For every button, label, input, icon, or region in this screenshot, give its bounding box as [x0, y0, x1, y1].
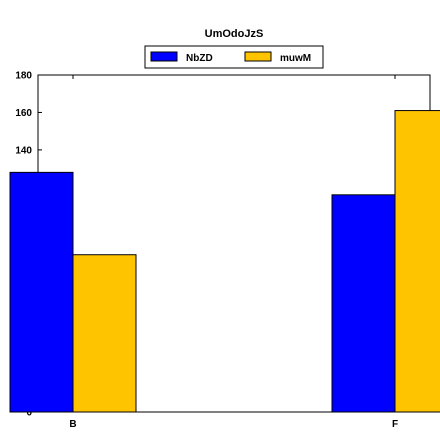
- legend-label-nbzd: NbZD: [186, 53, 213, 64]
- bar-nbzd-f: [331, 194, 396, 413]
- y-tick-label: 0: [26, 408, 32, 419]
- legend: NbZD muwM: [144, 45, 324, 69]
- bar-nbzd-b: [9, 171, 74, 413]
- bar-muwm-f: [394, 110, 440, 413]
- legend-box: [144, 45, 324, 69]
- chart-title: UmOdoJzS: [205, 28, 264, 40]
- x-tick-label: F: [392, 419, 398, 430]
- bar-muwm-b: [72, 254, 137, 413]
- x-tick-label: B: [69, 419, 76, 430]
- y-tick-label: 160: [15, 108, 32, 119]
- legend-swatch-muwm: [244, 51, 272, 62]
- plot-area: 020406080100120140160180BF: [9, 71, 440, 430]
- legend-swatch-nbzd: [150, 51, 178, 62]
- y-tick-label: 140: [15, 145, 32, 156]
- y-tick-label: 180: [15, 71, 32, 82]
- legend-label-muwm: muwM: [280, 53, 311, 64]
